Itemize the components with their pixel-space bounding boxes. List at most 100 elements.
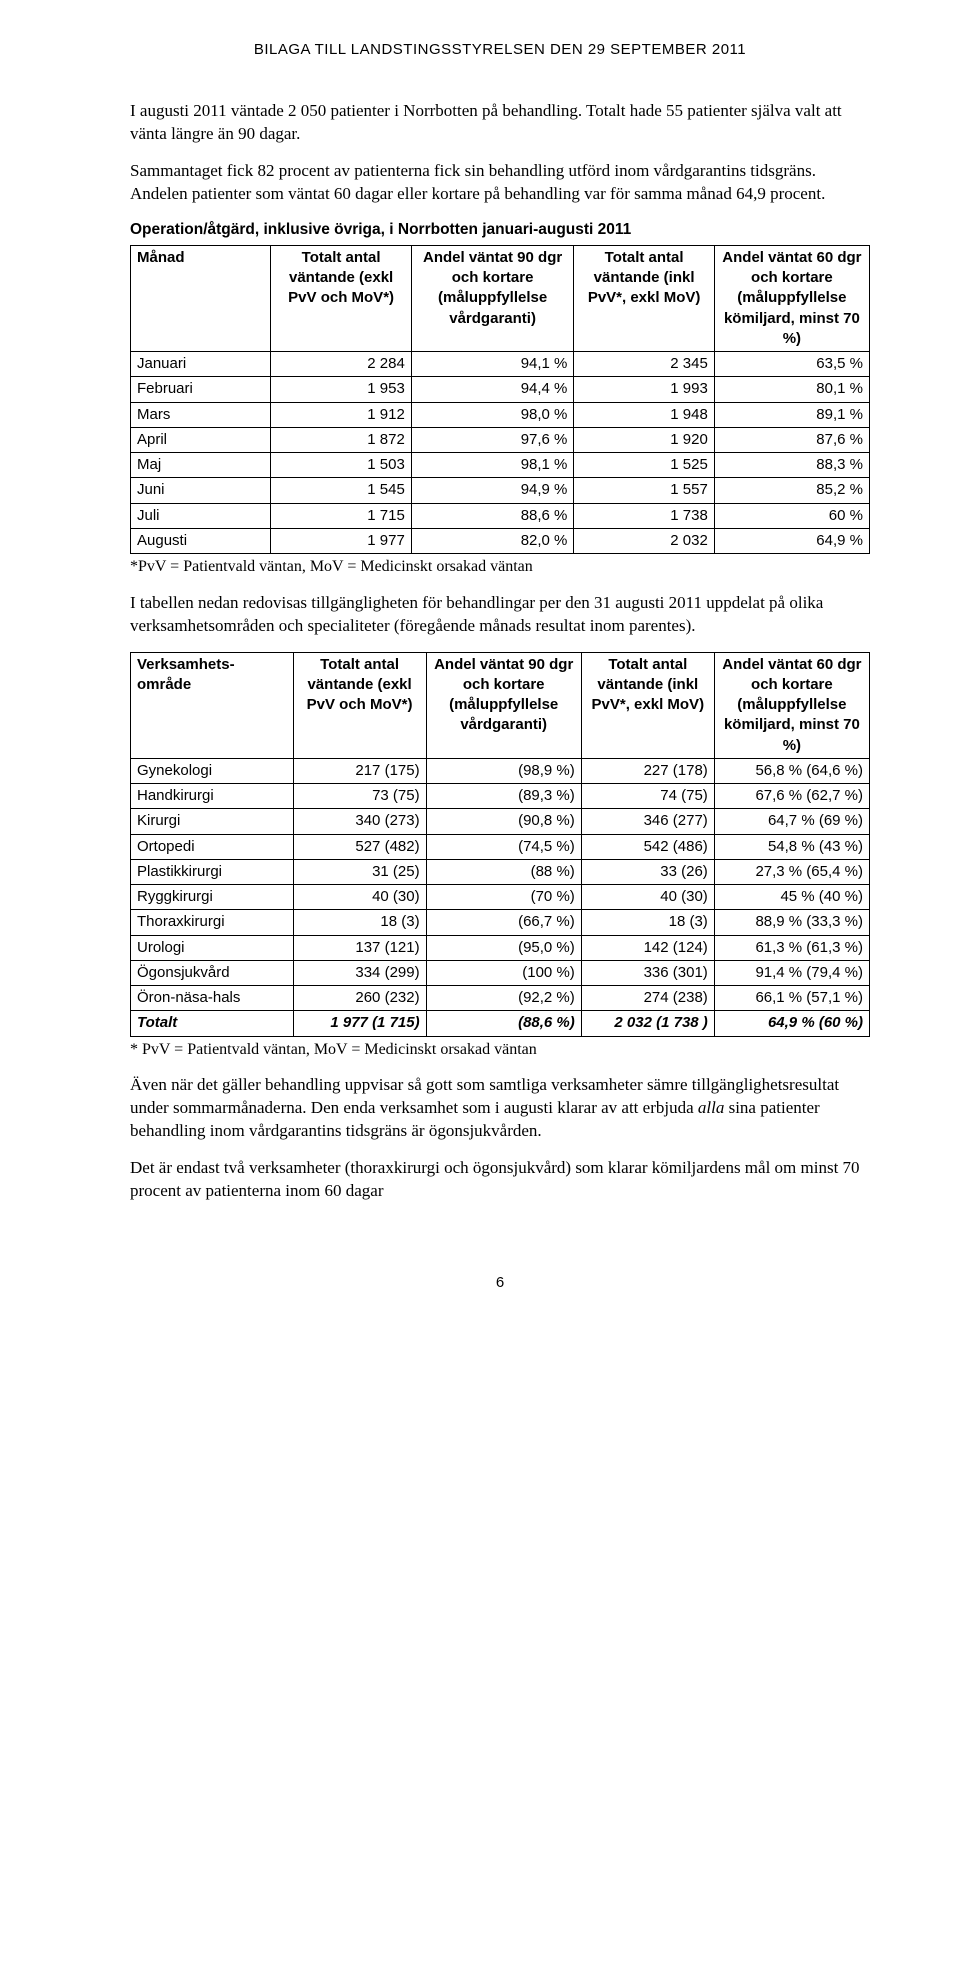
table-cell: 1 715: [271, 503, 411, 528]
table1-h3: Totalt antal väntande (inkl PvV*, exkl M…: [574, 245, 714, 351]
table-cell: Urologi: [131, 935, 294, 960]
table-cell: (88,6 %): [426, 1011, 581, 1036]
table-cell: 63,5 %: [714, 352, 869, 377]
table-cell: 40 (30): [293, 885, 426, 910]
table-cell: 98,1 %: [411, 453, 574, 478]
table2-note: * PvV = Patientvald väntan, MoV = Medici…: [130, 1039, 870, 1061]
page-number: 6: [130, 1273, 870, 1293]
table-cell: Februari: [131, 377, 271, 402]
table-row: Juli1 71588,6 %1 73860 %: [131, 503, 870, 528]
table-cell: 1 920: [574, 427, 714, 452]
table-cell: 73 (75): [293, 784, 426, 809]
table-row: Gynekologi217 (175)(98,9 %)227 (178)56,8…: [131, 758, 870, 783]
table-cell: 336 (301): [581, 960, 714, 985]
table-row: Thoraxkirurgi18 (3)(66,7 %)18 (3)88,9 % …: [131, 910, 870, 935]
table-cell: 274 (238): [581, 986, 714, 1011]
table2-h2: Andel väntat 90 dgr och kortare (måluppf…: [426, 652, 581, 758]
table-cell: 80,1 %: [714, 377, 869, 402]
table-cell: 1 912: [271, 402, 411, 427]
table1-h1: Totalt antal väntande (exkl PvV och MoV*…: [271, 245, 411, 351]
table-cell: 334 (299): [293, 960, 426, 985]
table-cell: 1 503: [271, 453, 411, 478]
table-cell: Kirurgi: [131, 809, 294, 834]
table-row: Öron-näsa-hals260 (232)(92,2 %)274 (238)…: [131, 986, 870, 1011]
table-cell: 94,4 %: [411, 377, 574, 402]
table2-header-row: Verksamhets-område Totalt antal väntande…: [131, 652, 870, 758]
table-cell: 94,9 %: [411, 478, 574, 503]
table-row: Juni1 54594,9 %1 55785,2 %: [131, 478, 870, 503]
table-cell: 88,9 % (33,3 %): [714, 910, 869, 935]
table-cell: 45 % (40 %): [714, 885, 869, 910]
table-cell: 82,0 %: [411, 528, 574, 553]
table-row: Handkirurgi73 (75)(89,3 %)74 (75)67,6 % …: [131, 784, 870, 809]
table-cell: 1 977 (1 715): [293, 1011, 426, 1036]
table-cell: Handkirurgi: [131, 784, 294, 809]
table-row: Kirurgi340 (273)(90,8 %)346 (277)64,7 % …: [131, 809, 870, 834]
table-cell: 1 953: [271, 377, 411, 402]
table-cell: 217 (175): [293, 758, 426, 783]
paragraph-intro-2: Sammantaget fick 82 procent av patienter…: [130, 160, 870, 206]
table-cell: Plastikkirurgi: [131, 859, 294, 884]
table-cell: 74 (75): [581, 784, 714, 809]
table-cell: 98,0 %: [411, 402, 574, 427]
table-cell: 64,9 %: [714, 528, 869, 553]
table-cell: 54,8 % (43 %): [714, 834, 869, 859]
table1-caption: Operation/åtgärd, inklusive övriga, i No…: [130, 220, 870, 241]
table-cell: 91,4 % (79,4 %): [714, 960, 869, 985]
paragraph-between-tables: I tabellen nedan redovisas tillgänglighe…: [130, 592, 870, 638]
table-cell: 31 (25): [293, 859, 426, 884]
table-cell: 66,1 % (57,1 %): [714, 986, 869, 1011]
table1-note: *PvV = Patientvald väntan, MoV = Medicin…: [130, 556, 870, 578]
table-cell: 527 (482): [293, 834, 426, 859]
table-cell: 1 545: [271, 478, 411, 503]
table-cell: 137 (121): [293, 935, 426, 960]
paragraph-conclusion-2: Det är endast två verksamheter (thoraxki…: [130, 1157, 870, 1203]
table1-h2: Andel väntat 90 dgr och kortare (måluppf…: [411, 245, 574, 351]
table-cell: 542 (486): [581, 834, 714, 859]
table-row: Ortopedi527 (482)(74,5 %)542 (486)54,8 %…: [131, 834, 870, 859]
table-cell: 67,6 % (62,7 %): [714, 784, 869, 809]
table-cell: 227 (178): [581, 758, 714, 783]
table-cell: Gynekologi: [131, 758, 294, 783]
table2-h1: Totalt antal väntande (exkl PvV och MoV*…: [293, 652, 426, 758]
table-cell: (90,8 %): [426, 809, 581, 834]
table-cell: 18 (3): [581, 910, 714, 935]
table-cell: 1 738: [574, 503, 714, 528]
table-cell: 2 345: [574, 352, 714, 377]
table2-h0: Verksamhets-område: [131, 652, 294, 758]
table-cell: 1 977: [271, 528, 411, 553]
table-cell: 1 557: [574, 478, 714, 503]
table-cell: Mars: [131, 402, 271, 427]
table-cell: Maj: [131, 453, 271, 478]
table-cell: 33 (26): [581, 859, 714, 884]
table-cell: 64,9 % (60 %): [714, 1011, 869, 1036]
table-row: Plastikkirurgi31 (25)(88 %)33 (26)27,3 %…: [131, 859, 870, 884]
paragraph-intro-1: I augusti 2011 väntade 2 050 patienter i…: [130, 100, 870, 146]
table-cell: Ryggkirurgi: [131, 885, 294, 910]
table-cell: 260 (232): [293, 986, 426, 1011]
table-cell: (100 %): [426, 960, 581, 985]
table2-h3: Totalt antal väntande (inkl PvV*, exkl M…: [581, 652, 714, 758]
table-cell: (98,9 %): [426, 758, 581, 783]
table-row: Augusti1 97782,0 %2 03264,9 %: [131, 528, 870, 553]
table-cell: 142 (124): [581, 935, 714, 960]
table-cell: 340 (273): [293, 809, 426, 834]
table-cell: (66,7 %): [426, 910, 581, 935]
table-cell: 2 284: [271, 352, 411, 377]
table-total-row: Totalt1 977 (1 715)(88,6 %)2 032 (1 738 …: [131, 1011, 870, 1036]
table-cell: (70 %): [426, 885, 581, 910]
table-row: Ögonsjukvård334 (299)(100 %)336 (301)91,…: [131, 960, 870, 985]
table-cell: 88,3 %: [714, 453, 869, 478]
table-row: Maj1 50398,1 %1 52588,3 %: [131, 453, 870, 478]
table-cell: 1 525: [574, 453, 714, 478]
table-cell: 2 032: [574, 528, 714, 553]
table-cell: Öron-näsa-hals: [131, 986, 294, 1011]
table-cell: 85,2 %: [714, 478, 869, 503]
table-cell: Juni: [131, 478, 271, 503]
para4-emphasis: alla: [698, 1098, 724, 1117]
table-cell: 89,1 %: [714, 402, 869, 427]
table1-header-row: Månad Totalt antal väntande (exkl PvV oc…: [131, 245, 870, 351]
page-header: BILAGA TILL LANDSTINGSSTYRELSEN DEN 29 S…: [130, 40, 870, 60]
table-cell: 1 948: [574, 402, 714, 427]
table-row: Mars1 91298,0 %1 94889,1 %: [131, 402, 870, 427]
